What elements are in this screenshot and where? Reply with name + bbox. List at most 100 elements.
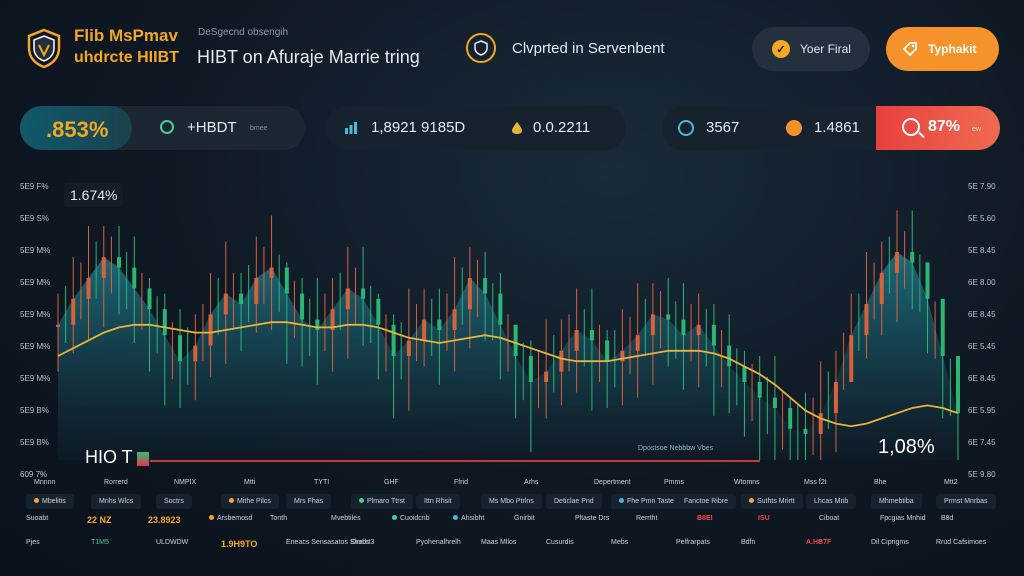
y-tick-left: 5E9 M% — [20, 374, 51, 383]
table-cell[interactable]: A.HB7F — [806, 539, 831, 546]
drop-icon — [512, 122, 522, 134]
table-cell[interactable]: Mhmebtiba — [871, 494, 922, 509]
table-cell[interactable]: Cuoidcnb — [392, 515, 430, 522]
table-cell[interactable]: Mrs Fhas — [286, 494, 332, 509]
table-cell[interactable]: Rerrtht — [636, 515, 657, 522]
table-cell[interactable]: Dil Ciprigms — [871, 539, 909, 546]
table-cell[interactable]: Mbelitis — [26, 494, 74, 509]
table-row[interactable]: Suoabt 22 NZ 23.8923 Arsbemosd Tonth Mvebtile… — [20, 515, 1004, 535]
candle — [513, 324, 518, 356]
stats-group-primary[interactable]: .853% +HBDT bmee — [20, 106, 305, 150]
table-row[interactable]: Pjes T1M5 ULDWDW 1.9H9TO Eneacs Sensasatos S… — [20, 539, 1004, 559]
primary-button[interactable]: Typhakit — [886, 27, 999, 71]
table-cell-text: 22 NZ — [87, 515, 112, 525]
y-tick-left: 609 7% — [20, 470, 48, 479]
table-cell-text: B8d — [941, 515, 954, 522]
table-cell[interactable]: Mithe Pilcs — [221, 494, 279, 509]
table-cell[interactable]: Plmaro Ttrst — [351, 494, 413, 509]
table-cell-text: 1.9H9TO — [221, 539, 258, 549]
table-cell[interactable]: Ms Mbo Ptrlns — [481, 494, 542, 509]
candle — [162, 309, 167, 336]
table-cell[interactable]: Lhcas Mnb — [806, 494, 857, 509]
table-cell[interactable]: Suoabt — [26, 515, 48, 522]
candle — [254, 278, 259, 304]
table-cell[interactable]: Pyohenalhrelh — [416, 539, 461, 546]
candle — [727, 345, 732, 367]
table-cell[interactable]: ISU — [758, 515, 770, 522]
table-cell[interactable]: Fanctoe Ribre — [676, 494, 736, 509]
moving-average-line — [57, 321, 959, 428]
table-cell-text: Mhmebtiba — [879, 498, 914, 505]
check-icon: ✓ — [772, 40, 790, 58]
table-cell[interactable]: Pltaste Drs — [575, 515, 609, 522]
table-cell[interactable]: Prmst Mnrbas — [936, 494, 996, 509]
header-small-label: DeSgecnd obsengih — [198, 27, 289, 38]
candle — [498, 293, 503, 325]
table-cell[interactable]: Mebs — [611, 539, 628, 546]
table-cell[interactable]: Ahsibht — [453, 515, 484, 522]
candle — [894, 252, 899, 273]
table-cell[interactable]: B8d — [941, 515, 953, 522]
table-cell[interactable]: 22 NZ — [87, 515, 112, 525]
table-cell-text: Pjes — [26, 539, 40, 546]
candle — [757, 382, 762, 398]
candle — [56, 324, 60, 327]
table-cell[interactable]: Mvebtiles — [331, 515, 361, 522]
table-cell[interactable]: Deticlae Pnd — [546, 494, 602, 509]
table-cell[interactable]: Tonth — [270, 515, 287, 522]
table-cell[interactable]: B8EI — [697, 515, 713, 522]
y-tick-right: 5E 7.90 — [968, 182, 996, 191]
table-cell[interactable]: Rrud Cafsimoes — [936, 539, 986, 546]
table-cell[interactable]: 1.9H9TO — [221, 539, 257, 549]
stats-group-secondary[interactable]: 3567 1.4861 87% ew — [662, 106, 1000, 150]
table-cell[interactable]: Dnrdrt3 — [351, 539, 374, 546]
table-cell[interactable]: Bdfn — [741, 539, 755, 546]
table-header-cell: GHF — [384, 479, 399, 486]
table-cell-text: Arsbemosd — [217, 515, 253, 522]
table-cell[interactable]: Maas Mllos — [481, 539, 516, 546]
table-cell[interactable]: T1M5 — [91, 539, 109, 546]
table-cell[interactable]: Fhe Pmn Taste — [611, 494, 682, 509]
table-cell[interactable]: Ciboat — [819, 515, 839, 522]
table-cell[interactable]: Ittn Rhsit — [416, 494, 460, 509]
table-cell[interactable]: Suthts Mrirtt — [741, 494, 803, 509]
candle — [86, 278, 91, 299]
table-cell[interactable]: Eneacs Sensasatos Shabs — [286, 539, 370, 546]
search-highlight[interactable]: 87% ew — [876, 106, 1000, 150]
status-dot — [359, 498, 364, 503]
table-cell-text: Suthts Mrirtt — [757, 498, 795, 505]
table-cell[interactable]: Mnhs Wlcs — [91, 494, 142, 509]
table-cell[interactable]: Cusurdis — [546, 539, 574, 546]
chart-asset-name: HIO T — [85, 447, 133, 467]
y-tick-right: 6E 8.00 — [968, 278, 996, 287]
candle — [437, 319, 442, 330]
table-cell[interactable]: ULDWDW — [156, 539, 188, 546]
table-cell[interactable]: Gnirbit — [514, 515, 535, 522]
candle — [315, 319, 320, 330]
table-cell[interactable]: Pelfrarpats — [676, 539, 710, 546]
table-cell-text: Suoabt — [26, 515, 49, 522]
table-cell[interactable]: Pjes — [26, 539, 40, 546]
candle — [666, 314, 671, 320]
chart-badge-top: 1.674% — [64, 183, 124, 207]
price-chart[interactable]: 1.674% 1,08% Dpostsoe Nebbbw Vbes HIO T … — [0, 170, 1024, 480]
candle — [696, 324, 701, 336]
asset-label: +HBDT — [187, 119, 237, 136]
stats-group-values[interactable]: 1,8921 9185D 0.0.2211 — [326, 106, 626, 150]
table-cell-text: Mebs — [611, 539, 629, 546]
asset-small-label: bmee — [250, 125, 268, 132]
candle — [239, 293, 244, 304]
table-cell-text: Deticlae Pnd — [554, 498, 594, 505]
table-cell[interactable]: Soctrs — [156, 494, 192, 509]
table-cell[interactable]: 23.8923 — [148, 515, 181, 525]
table-cell[interactable]: Arsbemosd — [209, 515, 252, 522]
clock-icon — [678, 120, 694, 136]
candle — [117, 257, 122, 268]
candle — [772, 397, 777, 408]
secondary-button[interactable]: ✓ Yoer Firal — [752, 27, 870, 71]
table-cell-text: Maas Mllos — [481, 539, 517, 546]
table-header-cell: NMPIX — [174, 479, 197, 486]
table-cell[interactable]: Fpcgias Mnhid — [880, 515, 926, 522]
table-cell-text: Dnrdrt3 — [351, 539, 375, 546]
table-row[interactable]: Mbelitis Mnhs Wlcs Soctrs Mithe Pilcs Mrs Fh… — [20, 494, 1004, 514]
